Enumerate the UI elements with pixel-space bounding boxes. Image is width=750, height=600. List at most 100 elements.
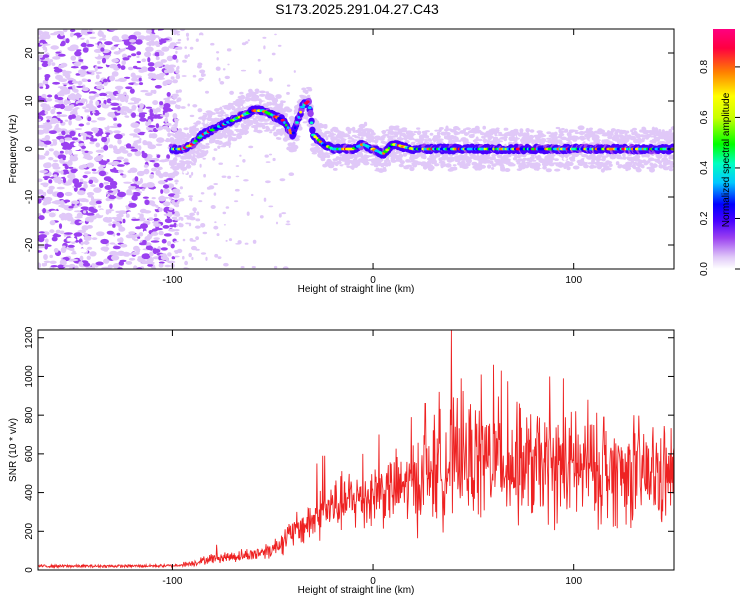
noise-cell (125, 94, 129, 100)
noise-cell (103, 258, 110, 264)
ridge-halo (269, 131, 273, 134)
noise-cell (131, 251, 140, 256)
ridge-halo (658, 129, 662, 132)
ridge-halo (259, 93, 266, 97)
noise-cell (227, 175, 232, 179)
noise-cell (64, 100, 72, 105)
noise-cell (152, 100, 159, 106)
noise-cell (159, 98, 164, 102)
noise-cell (71, 80, 79, 84)
noise-cell (221, 175, 227, 178)
noise-cell (150, 240, 160, 243)
noise-cell (149, 173, 155, 179)
noise-cell (113, 130, 121, 134)
noise-cell (153, 35, 160, 38)
noise-cell (113, 117, 117, 121)
noise-cell (52, 166, 61, 170)
ridge-halo (515, 131, 519, 134)
noise-cell (123, 158, 129, 163)
noise-cell (156, 137, 165, 143)
noise-cell (174, 229, 180, 232)
noise-cell (170, 29, 177, 32)
noise-cell (128, 231, 136, 235)
noise-cell (175, 182, 178, 185)
noise-cell (228, 238, 233, 242)
noise-cell (114, 85, 124, 90)
noise-cell (216, 233, 220, 237)
ridge-halo (382, 166, 387, 170)
ridge-halo (434, 163, 440, 167)
noise-cell (131, 191, 141, 197)
noise-cell (109, 63, 117, 67)
noise-cell (155, 143, 163, 147)
noise-cell (234, 188, 240, 192)
noise-cell (144, 35, 152, 41)
noise-cell (154, 227, 163, 231)
ridge-halo (172, 160, 177, 166)
ridge-peak (305, 100, 310, 104)
noise-cell (245, 41, 249, 44)
noise-cell (74, 182, 82, 188)
noise-cell (139, 117, 147, 122)
noise-cell (73, 142, 78, 147)
noise-cell (189, 212, 196, 216)
noise-cell (89, 266, 96, 269)
ridge-halo (540, 134, 547, 138)
noise-cell (90, 109, 94, 116)
snr-frame (37, 329, 675, 571)
noise-cell (101, 266, 111, 269)
noise-cell (59, 31, 65, 37)
noise-cell (44, 196, 53, 202)
ridge-halo (219, 106, 223, 110)
noise-cell (98, 43, 102, 49)
ridge-halo (346, 165, 352, 168)
noise-cell (38, 54, 43, 58)
noise-cell (132, 214, 141, 218)
noise-cell (205, 256, 208, 261)
ridge-halo (566, 166, 571, 171)
noise-cell (138, 242, 147, 246)
ridge-halo (593, 134, 600, 140)
ridge-halo (670, 126, 674, 131)
noise-cell (145, 29, 152, 34)
ridge-halo (341, 138, 347, 141)
noise-cell (285, 223, 291, 226)
noise-cell (192, 74, 197, 78)
noise-cell (92, 111, 96, 114)
ridge-halo (488, 160, 494, 165)
noise-cell (141, 258, 146, 265)
noise-cell (158, 195, 167, 202)
noise-cell (187, 200, 192, 205)
noise-cell (93, 93, 100, 98)
ridge-halo (275, 94, 282, 99)
x-tick-label: 100 (565, 576, 582, 587)
noise-cell (128, 202, 137, 208)
noise-cell (38, 244, 45, 249)
ridge-halo (620, 129, 628, 134)
ridge-halo (591, 165, 598, 169)
ridge-halo (231, 137, 238, 142)
noise-cell (174, 240, 179, 243)
ridge-halo (365, 155, 373, 158)
noise-cell (160, 255, 169, 261)
noise-cell (182, 59, 187, 63)
ridge-halo (483, 156, 491, 160)
noise-cell (175, 89, 179, 94)
noise-cell (125, 115, 130, 118)
noise-cell (171, 201, 177, 205)
noise-cell (151, 75, 160, 79)
noise-cell (133, 128, 141, 134)
noise-cell (171, 216, 178, 220)
ridge-halo (192, 125, 197, 130)
noise-cell (144, 178, 149, 184)
noise-cell (158, 160, 168, 163)
noise-cell (218, 77, 221, 82)
noise-cell (77, 190, 86, 196)
ridge-cell (309, 126, 316, 134)
noise-cell (239, 154, 242, 157)
noise-cell (84, 150, 89, 153)
noise-cell (62, 163, 68, 167)
noise-cell (174, 250, 179, 254)
y-tick-label: -10 (24, 189, 35, 204)
